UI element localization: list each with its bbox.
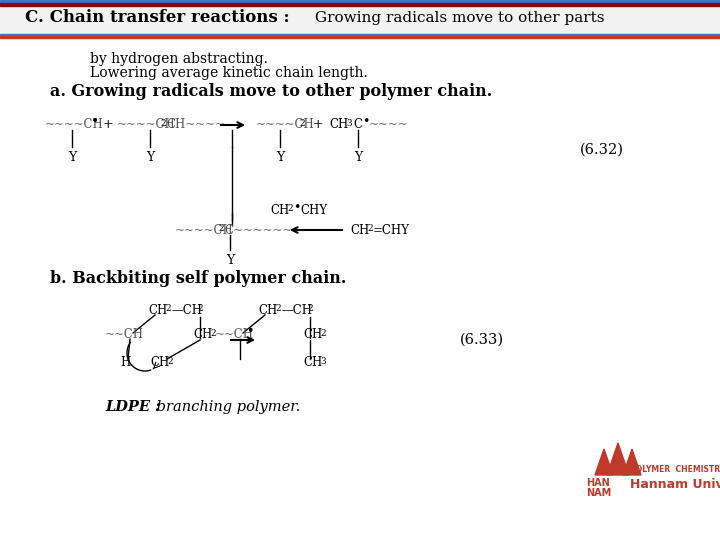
- Text: 2: 2: [307, 304, 312, 313]
- Text: 3: 3: [346, 119, 351, 128]
- Bar: [0, 36, 720, 38]
- Text: +: +: [313, 118, 323, 132]
- Text: CH: CH: [303, 328, 323, 341]
- Text: Lowering average kinetic chain length.: Lowering average kinetic chain length.: [90, 66, 368, 80]
- Text: branching polymer.: branching polymer.: [152, 400, 300, 414]
- Text: by hydrogen abstracting.: by hydrogen abstracting.: [90, 52, 268, 66]
- Text: CH: CH: [258, 303, 277, 316]
- Text: CH~~~~: CH~~~~: [166, 118, 225, 132]
- Text: CH: CH: [350, 224, 369, 237]
- Text: 2: 2: [320, 329, 325, 338]
- Text: 2: 2: [218, 224, 224, 233]
- Text: ~~~~CH: ~~~~CH: [256, 118, 315, 132]
- Text: C. Chain transfer reactions :: C. Chain transfer reactions :: [25, 10, 289, 26]
- Text: 2: 2: [275, 304, 281, 313]
- Text: 2: 2: [287, 204, 292, 213]
- Text: Y: Y: [226, 254, 234, 267]
- Text: •: •: [91, 115, 99, 129]
- Text: ~~~~CH: ~~~~CH: [117, 118, 176, 132]
- Text: CH: CH: [148, 303, 167, 316]
- FancyBboxPatch shape: [0, 0, 720, 35]
- Polygon shape: [607, 443, 629, 475]
- Text: Y: Y: [276, 151, 284, 164]
- Text: 2: 2: [210, 329, 215, 338]
- Text: 2: 2: [165, 304, 171, 313]
- Text: •: •: [246, 326, 253, 339]
- Text: ~~CH: ~~CH: [215, 328, 254, 341]
- Text: ~~~~: ~~~~: [369, 118, 408, 132]
- Text: Y: Y: [354, 151, 362, 164]
- Text: +: +: [103, 118, 114, 132]
- Text: C: C: [353, 118, 362, 132]
- Text: ~~~~CH: ~~~~CH: [175, 224, 234, 237]
- Text: CH: CH: [270, 204, 289, 217]
- Text: CH: CH: [329, 118, 348, 132]
- Text: ~~CH: ~~CH: [105, 328, 144, 341]
- Text: CHY: CHY: [300, 204, 327, 217]
- Bar: [0, 3, 720, 6]
- Text: ~~~~CH: ~~~~CH: [45, 118, 104, 132]
- Text: —CH: —CH: [281, 303, 312, 316]
- Text: (6.32): (6.32): [580, 143, 624, 157]
- Text: Growing radicals move to other parts: Growing radicals move to other parts: [310, 11, 605, 25]
- Text: POLYMER  CHEMISTRY: POLYMER CHEMISTRY: [630, 465, 720, 474]
- Text: CH: CH: [303, 356, 323, 369]
- Text: b. Backbiting self polymer chain.: b. Backbiting self polymer chain.: [50, 270, 346, 287]
- Text: =CHY: =CHY: [373, 224, 410, 237]
- Text: Hannam University: Hannam University: [630, 478, 720, 491]
- Text: •: •: [362, 114, 369, 127]
- Text: Y: Y: [146, 151, 154, 164]
- Text: 3: 3: [320, 357, 325, 366]
- Text: CH: CH: [193, 328, 212, 341]
- Text: •: •: [293, 200, 300, 213]
- Text: LDPE :: LDPE :: [105, 400, 161, 414]
- Text: 2: 2: [367, 224, 373, 233]
- Text: a. Growing radicals move to other polymer chain.: a. Growing radicals move to other polyme…: [50, 83, 492, 100]
- Text: 2: 2: [299, 119, 305, 128]
- Bar: [0, 34, 720, 36]
- Text: 2: 2: [160, 119, 166, 128]
- Text: —CH: —CH: [171, 303, 202, 316]
- Text: HAN: HAN: [586, 478, 610, 488]
- Polygon shape: [595, 449, 613, 475]
- Text: 2: 2: [197, 304, 202, 313]
- Text: H: H: [120, 356, 130, 369]
- Polygon shape: [623, 449, 641, 475]
- Text: 2: 2: [167, 357, 173, 366]
- Text: C~~~~~~~: C~~~~~~~: [224, 224, 302, 237]
- Text: (6.33): (6.33): [460, 333, 504, 347]
- Text: CH: CH: [150, 356, 169, 369]
- Bar: [0, 0, 720, 3]
- Text: Y: Y: [68, 151, 76, 164]
- Text: NAM: NAM: [586, 488, 611, 498]
